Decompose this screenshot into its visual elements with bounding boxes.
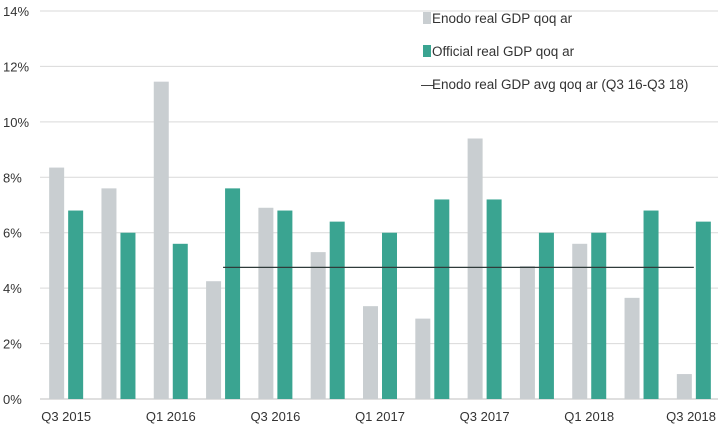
legend-swatch-enodo	[423, 12, 431, 24]
bar-enodo	[206, 281, 222, 399]
bar-official	[172, 243, 188, 399]
y-tick-label: 2%	[3, 337, 22, 352]
bar-enodo	[310, 252, 326, 399]
y-tick-label: 12%	[3, 59, 29, 74]
bar-official	[120, 232, 136, 399]
y-tick-label: 0%	[3, 392, 22, 407]
bar-official	[68, 210, 84, 399]
bar-official	[225, 188, 241, 399]
legend-swatch-official	[423, 45, 431, 57]
bar-enodo	[415, 318, 431, 399]
bar-enodo	[676, 374, 692, 399]
bar-official	[434, 199, 450, 399]
y-tick-label: 14%	[3, 4, 29, 19]
x-tick-label: Q3 2016	[250, 409, 300, 424]
y-tick-label: 8%	[3, 170, 22, 185]
bar-enodo	[519, 265, 535, 399]
x-tick-label: Q1 2016	[146, 409, 196, 424]
bar-official	[538, 232, 554, 399]
legend: Enodo real GDP qoq ar Official real GDP …	[421, 11, 688, 92]
legend-label-official: Official real GDP qoq ar	[432, 44, 575, 59]
bar-enodo	[363, 306, 378, 399]
y-tick-label: 4%	[3, 281, 22, 296]
bar-enodo	[624, 297, 640, 399]
bar-official	[695, 221, 711, 399]
x-tick-label: Q3 2018	[666, 409, 716, 424]
legend-label-enodo: Enodo real GDP qoq ar	[432, 11, 573, 26]
grid-lines	[40, 10, 718, 400]
x-tick-label: Q3 2015	[41, 409, 91, 424]
x-tick-label: Q1 2018	[564, 409, 614, 424]
legend-line-prefix: —	[421, 77, 435, 92]
bar-official	[643, 210, 659, 399]
x-tick-label: Q3 2017	[460, 409, 510, 424]
bars	[49, 81, 711, 400]
y-tick-label: 6%	[3, 226, 22, 241]
bar-official	[329, 221, 345, 399]
bar-enodo	[49, 167, 65, 399]
bar-official	[591, 232, 607, 399]
y-tick-label: 10%	[3, 115, 29, 130]
legend-label-average: Enodo real GDP avg qoq ar (Q3 16-Q3 18)	[432, 77, 688, 92]
y-axis-labels: 0% 2% 4% 6% 8% 10% 12% 14%	[3, 4, 29, 407]
x-axis-labels: Q3 2015 Q1 2016 Q3 2016 Q1 2017 Q3 2017 Q1 20…	[41, 409, 716, 424]
x-tick-label: Q1 2017	[355, 409, 405, 424]
bar-official	[277, 210, 293, 399]
bar-enodo	[101, 188, 117, 399]
bar-enodo	[153, 81, 169, 400]
bar-enodo	[572, 243, 588, 399]
bar-enodo	[467, 138, 483, 399]
bar-official	[486, 199, 502, 399]
bar-official	[382, 232, 397, 399]
bar-enodo	[258, 207, 274, 399]
